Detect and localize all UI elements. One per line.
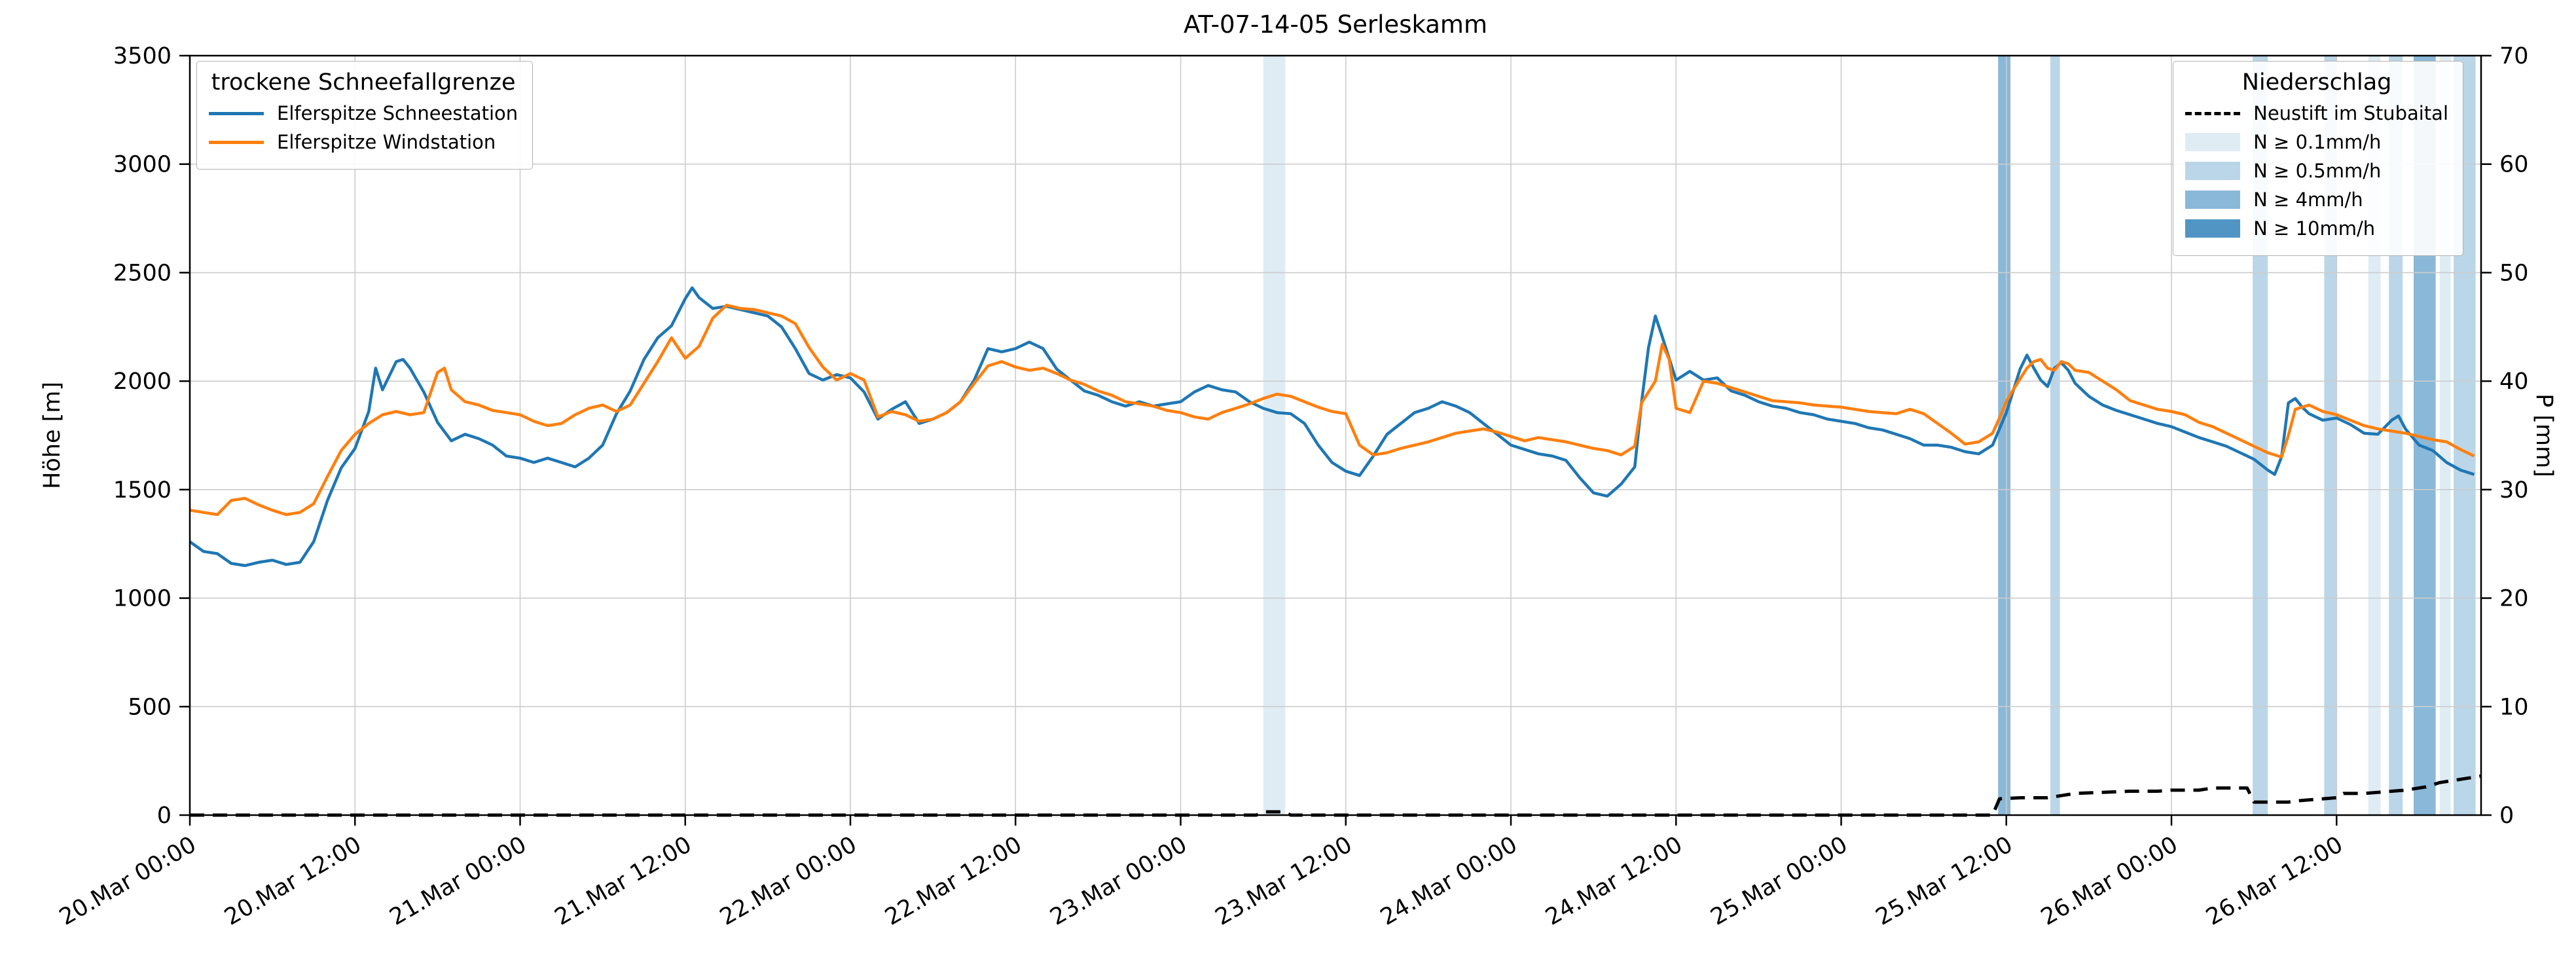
svg-text:26.Mar 00:00: 26.Mar 00:00 [2037,831,2182,930]
svg-text:25.Mar 12:00: 25.Mar 12:00 [1872,831,2017,930]
legend-item-label: Neustift im Stubaital [2253,102,2448,124]
svg-text:10: 10 [2499,694,2529,720]
svg-text:0: 0 [157,803,172,829]
svg-text:24.Mar 12:00: 24.Mar 12:00 [1541,831,1686,930]
svg-text:21.Mar 00:00: 21.Mar 00:00 [386,831,531,930]
svg-text:23.Mar 00:00: 23.Mar 00:00 [1046,831,1191,930]
legend-item-n01: N ≥ 0.1mm/h [2185,131,2448,153]
svg-text:0: 0 [2499,803,2514,829]
legend-item-label: N ≥ 10mm/h [2253,217,2376,240]
svg-text:40: 40 [2499,369,2529,395]
legend-snowfall-limit: trockene Schneefallgrenze Elferspitze Sc… [196,61,534,170]
dashed-line-sample-icon [2185,111,2241,115]
line-sample-orange-icon [209,140,264,144]
svg-text:1500: 1500 [113,477,172,503]
legend-item-schneestation: Elferspitze Schneestation [209,102,518,124]
legend-item-label: Elferspitze Schneestation [277,102,518,124]
svg-text:30: 30 [2499,477,2529,503]
line-sample-blue-icon [209,111,264,115]
svg-text:20.Mar 00:00: 20.Mar 00:00 [55,831,200,930]
svg-text:24.Mar 00:00: 24.Mar 00:00 [1376,831,1521,930]
svg-text:70: 70 [2499,43,2529,69]
legend-precipitation-title: Niederschlag [2241,69,2392,96]
legend-item-label: N ≥ 4mm/h [2253,189,2363,211]
legend-precipitation: Niederschlag Neustift im Stubaital N ≥ 0… [2173,61,2463,256]
svg-text:22.Mar 12:00: 22.Mar 12:00 [880,831,1026,930]
svg-text:500: 500 [128,694,172,720]
svg-text:3000: 3000 [113,152,172,178]
y-axis-label-right: P [mm] [2531,393,2557,477]
precip-swatch-05-icon [2185,162,2241,180]
legend-item-n4: N ≥ 4mm/h [2185,189,2448,211]
svg-text:2000: 2000 [113,369,172,395]
svg-text:20.Mar 12:00: 20.Mar 12:00 [220,831,365,930]
legend-item-label: Elferspitze Windstation [277,131,496,153]
legend-item-label: N ≥ 0.5mm/h [2253,160,2382,182]
svg-text:20: 20 [2499,586,2529,612]
svg-text:25.Mar 00:00: 25.Mar 00:00 [1707,831,1852,930]
svg-text:50: 50 [2499,260,2529,286]
svg-text:3500: 3500 [113,43,172,69]
page-title: AT-07-14-05 Serleskamm [1183,10,1488,39]
svg-text:1000: 1000 [113,586,172,612]
legend-snowfall-limit-title: trockene Schneefallgrenze [211,69,516,96]
legend-item-neustift: Neustift im Stubaital [2185,102,2448,124]
precip-swatch-10-icon [2185,219,2241,238]
svg-text:21.Mar 12:00: 21.Mar 12:00 [551,831,696,930]
y-axis-label-left: Höhe [m] [39,382,65,489]
svg-text:23.Mar 12:00: 23.Mar 12:00 [1211,831,1356,930]
legend-item-windstation: Elferspitze Windstation [209,131,518,153]
legend-item-n10: N ≥ 10mm/h [2185,217,2448,240]
svg-text:26.Mar 12:00: 26.Mar 12:00 [2202,831,2347,930]
svg-text:60: 60 [2499,152,2529,178]
svg-text:2500: 2500 [113,260,172,286]
precip-swatch-01-icon [2185,133,2241,151]
precip-swatch-4-icon [2185,191,2241,209]
legend-item-label: N ≥ 0.1mm/h [2253,131,2382,153]
legend-item-n05: N ≥ 0.5mm/h [2185,160,2448,182]
svg-text:22.Mar 00:00: 22.Mar 00:00 [716,831,861,930]
